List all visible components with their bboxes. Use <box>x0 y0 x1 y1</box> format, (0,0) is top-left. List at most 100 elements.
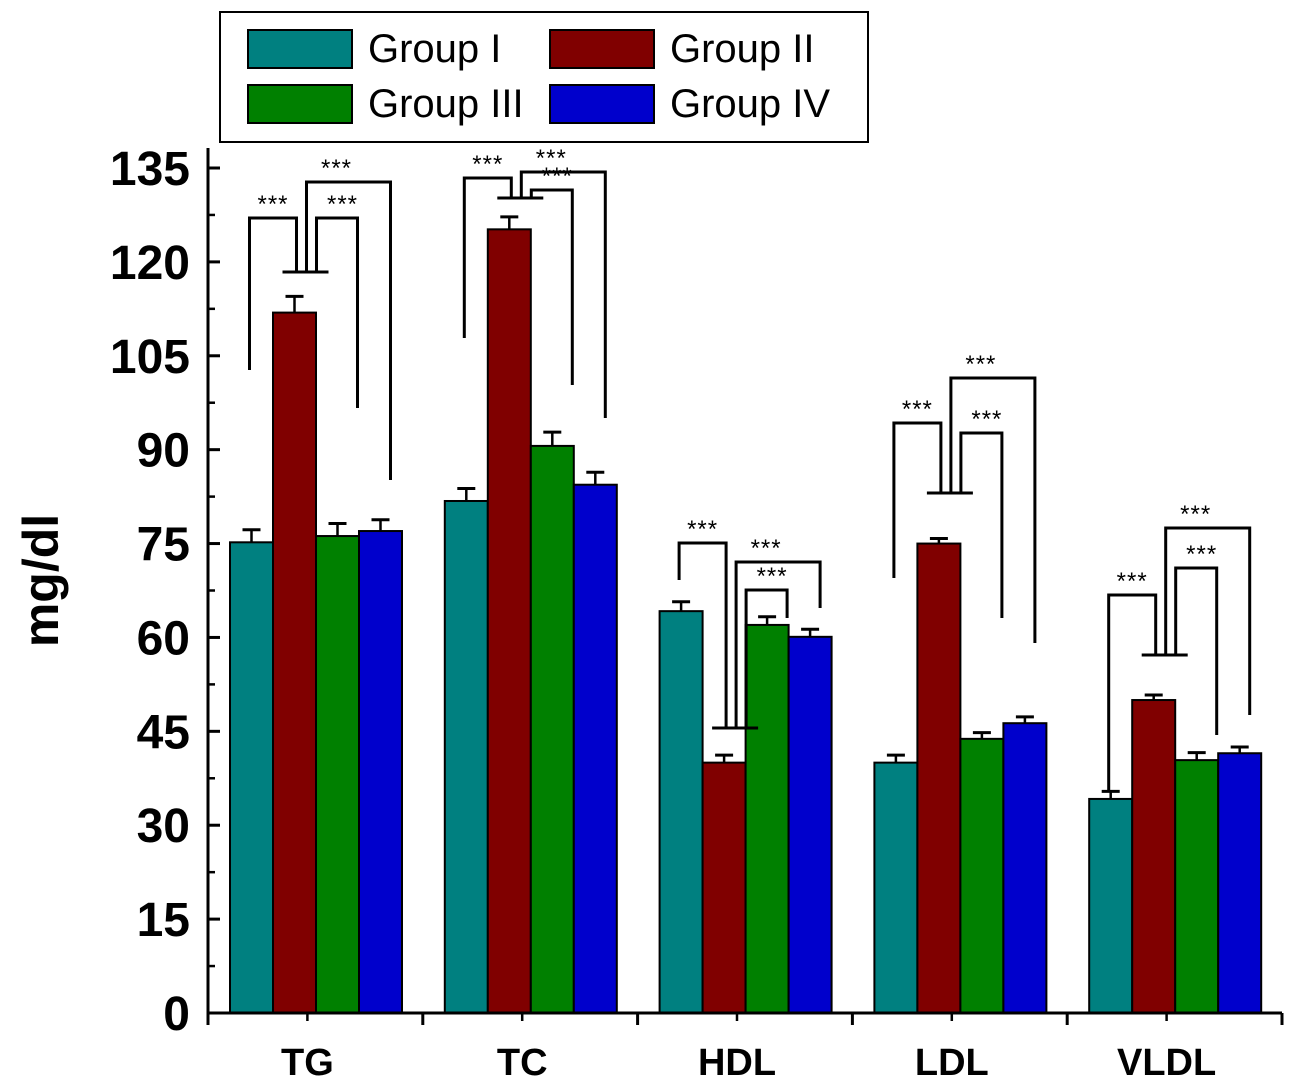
axes: 0 15 30 45 60 75 90 105 120 135 TG TC HDL LDL VLDL mg/d… <box>13 143 1284 1084</box>
sig-label-ii-vs-iii: *** <box>971 406 1002 433</box>
sig-label-i-vs-ii: *** <box>687 516 718 543</box>
sig-label-ii-vs-iii: *** <box>542 163 573 190</box>
legend-swatch <box>549 84 655 124</box>
x-tick-label-vldl: VLDL <box>1117 1042 1216 1084</box>
bar-hdl-group-i <box>658 610 704 1015</box>
error-bar-vldl-group-iv <box>1230 745 1249 754</box>
x-tick-label-tc: TC <box>497 1042 548 1084</box>
bracket-group-ii-vs-iii <box>959 431 1004 618</box>
error-bar-ldl-group-iii <box>972 731 991 739</box>
x-tick-label-ldl: LDL <box>915 1042 989 1084</box>
y-tick-label-75: 75 <box>137 519 190 572</box>
sig-label-ii-vs-iv: *** <box>536 145 567 172</box>
legend-label: Group IV <box>670 82 830 126</box>
legend-entry-group-iv: Group IV <box>549 82 830 126</box>
bar-tg-group-iv <box>358 530 403 1014</box>
bracket-group-ii-vs-iii <box>1174 566 1219 735</box>
bar-ldl-group-iii <box>959 737 1005 1014</box>
bar-hdl-group-iii <box>744 623 790 1014</box>
sig-label-i-vs-ii: *** <box>1117 568 1148 595</box>
bracket-group-ii-vs-iv <box>1164 526 1252 715</box>
y-tick-label-120: 120 <box>110 237 190 290</box>
error-bar-ldl-group-i <box>886 753 905 763</box>
sig-label-ii-vs-iv: *** <box>321 155 352 182</box>
legend-entry-group-ii: Group II <box>549 27 815 71</box>
bar-hdl-group-ii <box>701 761 747 1015</box>
bracket-group-ii-vs-iv <box>305 180 392 480</box>
error-bar-tg-group-ii <box>285 294 304 313</box>
y-tick-label-105: 105 <box>110 331 190 384</box>
legend-entry-group-i: Group I <box>247 27 501 71</box>
sig-label-ii-vs-iii: *** <box>1186 541 1217 568</box>
sig-label-ii-vs-iv: *** <box>965 351 996 378</box>
bar-ldl-group-ii <box>916 542 962 1014</box>
error-bar-hdl-group-i <box>672 600 691 612</box>
bar-tc-group-ii <box>486 228 532 1014</box>
sig-label-ii-vs-iv: *** <box>751 535 782 562</box>
bracket-group-i-vs-ii <box>462 176 513 338</box>
error-bar-tc-group-iii <box>543 430 562 446</box>
error-bar-tg-group-iii <box>328 522 347 537</box>
y-tick-label-135: 135 <box>110 143 190 196</box>
bar-vldl-group-i <box>1088 797 1134 1015</box>
error-bar-tg-group-iv <box>371 518 390 532</box>
y-tick-label-90: 90 <box>137 425 190 478</box>
error-bar-hdl-group-iv <box>801 627 820 637</box>
legend-swatch <box>247 84 353 124</box>
significance-layer: *** ****** *** ****************** **********… <box>248 145 1252 790</box>
bar-tg-group-iii <box>315 535 360 1014</box>
sig-label-ii-vs-iii: *** <box>327 191 358 218</box>
bracket-group-i-vs-ii <box>677 541 728 728</box>
bracket-group-i-vs-ii <box>892 421 943 578</box>
bracket-group-ii-vs-iii <box>315 216 359 408</box>
legend-swatch <box>549 29 655 69</box>
y-axis-title: mg/dl <box>13 514 69 647</box>
bar-tc-group-iv <box>572 483 618 1014</box>
error-bar-tc-group-iv <box>586 470 605 485</box>
x-tick-label-tg: TG <box>281 1042 334 1084</box>
bracket-group-i-vs-ii <box>1107 593 1158 790</box>
bar-tg-group-i <box>229 541 274 1014</box>
sig-label-i-vs-ii: *** <box>902 396 933 423</box>
significance-tg: *** *** *** <box>248 155 392 480</box>
sig-label-i-vs-ii: *** <box>257 191 288 218</box>
y-tick-label-15: 15 <box>137 894 190 947</box>
significance-ldl: *** *** *** <box>892 351 1037 643</box>
y-tick-label-30: 30 <box>137 800 190 853</box>
bar-tc-group-i <box>443 499 489 1014</box>
bracket-group-ii-vs-iii <box>529 188 574 385</box>
legend-label: Group III <box>368 82 524 126</box>
y-tick-label-60: 60 <box>137 612 190 665</box>
error-bar-hdl-group-iii <box>758 615 777 625</box>
y-tick-label-45: 45 <box>137 706 190 759</box>
sig-label-ii-vs-iv: *** <box>1180 501 1211 528</box>
error-bar-tc-group-i <box>457 486 476 501</box>
sig-label-i-vs-ii: *** <box>472 151 503 178</box>
bar-tg-group-ii <box>272 311 317 1015</box>
x-tick-label-hdl: HDL <box>698 1042 776 1084</box>
bar-ldl-group-i <box>873 761 919 1015</box>
legend-entry-group-iii: Group III <box>247 82 524 126</box>
significance-vldl: *** *** *** <box>1107 501 1252 790</box>
bars-layer <box>229 228 1263 1015</box>
bracket-group-ii-vs-iv <box>949 376 1037 643</box>
error-bar-ldl-group-iv <box>1015 715 1034 724</box>
significance-tc: *** ****** <box>462 145 607 418</box>
error-bar-vldl-group-ii <box>1144 693 1163 701</box>
bar-vldl-group-iii <box>1174 759 1220 1014</box>
significance-hdl: ********* <box>677 516 822 730</box>
bracket-group-ii-vs-iv <box>734 560 822 728</box>
bracket-group-ii-vs-iii <box>744 588 789 728</box>
error-bar-tg-group-i <box>242 528 261 543</box>
error-bar-ldl-group-ii <box>929 537 948 544</box>
bracket-group-i-vs-ii <box>248 216 298 370</box>
bar-ldl-group-iv <box>1002 722 1048 1014</box>
bar-hdl-group-iv <box>787 635 833 1015</box>
bar-vldl-group-ii <box>1131 699 1177 1014</box>
error-bar-tc-group-ii <box>500 215 519 230</box>
error-bars-layer <box>242 215 1249 799</box>
y-tick-label-0: 0 <box>163 988 190 1041</box>
error-bar-hdl-group-ii <box>715 753 734 763</box>
legend-label: Group II <box>670 27 815 71</box>
